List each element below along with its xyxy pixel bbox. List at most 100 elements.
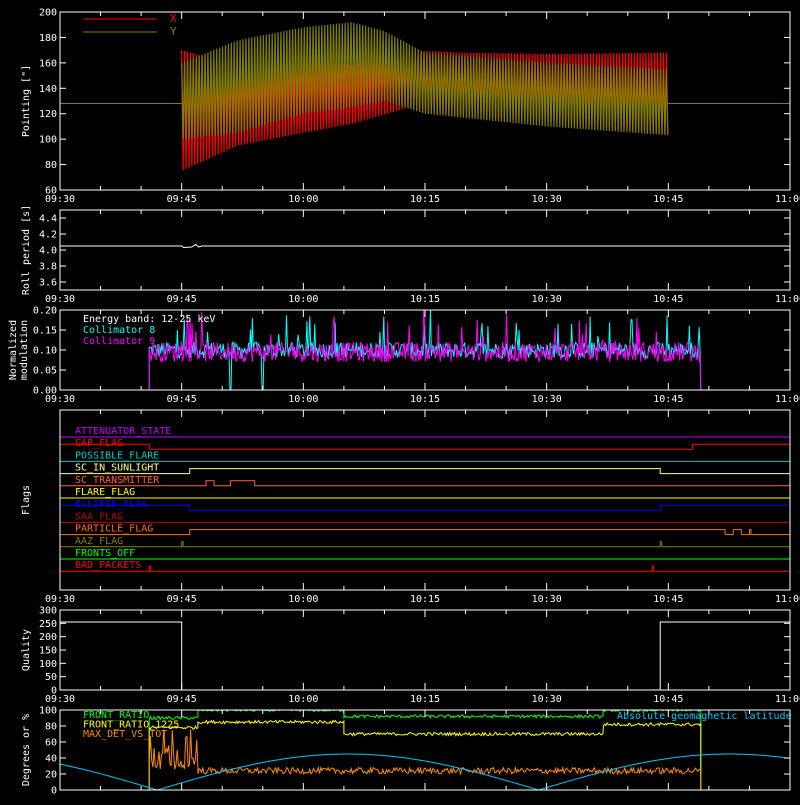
roll-y-tick-label: 4.0 [39, 246, 57, 257]
quality-time-tick-label: 10:30 [532, 694, 562, 705]
ratios-y-tick-label: 40 [45, 754, 57, 765]
quality-y-tick-label: 150 [39, 646, 57, 657]
pointing-y-tick-label: 60 [45, 186, 57, 197]
ratio-series-front-ratio-1225 [60, 719, 790, 791]
roll-period-line [60, 243, 790, 249]
quality-line [60, 621, 790, 691]
pointing-time-tick-label: 10:45 [653, 194, 683, 205]
roll-time-tick-label: 10:15 [410, 294, 440, 305]
pointing-time-tick-label: 09:45 [167, 194, 197, 205]
flag-label-sc-transmitter: SC_TRANSMITTER [75, 475, 160, 486]
flag-trace-particle-flag [60, 529, 790, 536]
ratios-y-tick-label: 80 [45, 722, 57, 733]
pointing-y-tick-label: 140 [39, 84, 57, 95]
pointing-time-tick-label: 10:30 [532, 194, 562, 205]
modulation-y-axis-label: Normalizedmodulation [8, 320, 30, 380]
modulation-legend-8: Collimator 8 [83, 325, 155, 336]
flag-trace-sc-in-sunlight [60, 468, 790, 475]
flag-label-saa-flag: SAA_FLAG [75, 511, 123, 522]
ratio-series-max-det-vs-tot [60, 729, 790, 791]
quality-y-tick-label: 300 [39, 606, 57, 617]
flag-label-attenuator-state: ATTENUATOR_STATE [75, 426, 171, 437]
quality-time-tick-label: 09:30 [45, 694, 75, 705]
modulation-series-9 [60, 309, 790, 391]
roll-time-tick-label: 09:30 [45, 294, 75, 305]
flag-trace-aaz-flag [60, 541, 790, 548]
flags-time-tick-label: 10:30 [532, 594, 562, 605]
modulation-y-label-line: Normalized [8, 320, 19, 380]
pointing-y-tick-label: 80 [45, 160, 57, 171]
flag-label-gap-flag: GAP_FLAG [75, 438, 123, 449]
flag-trace-sc-transmitter [60, 480, 790, 487]
modulation-y-tick-label: 0.10 [33, 346, 57, 357]
ratios-y-tick-label: 20 [45, 770, 57, 781]
quality-time-tick-label: 10:45 [653, 694, 683, 705]
flag-label-fronts-off: FRONTS_OFF [75, 548, 135, 559]
ratios-y-tick-label: 60 [45, 738, 57, 749]
pointing-time-tick-label: 10:15 [410, 194, 440, 205]
modulation-time-tick-label: 10:15 [410, 394, 440, 405]
ratios-y-tick-label: 100 [39, 706, 57, 717]
flags-time-tick-label: 09:30 [45, 594, 75, 605]
ratio-legend-front-ratio: FRONT_RATIO [83, 710, 149, 721]
modulation-time-tick-label: 10:30 [532, 394, 562, 405]
roll-y-axis-label: Roll period [s] [21, 205, 32, 295]
flags-time-tick-label: 10:15 [410, 594, 440, 605]
pointing-band-Y [181, 22, 669, 140]
roll-time-tick-label: 10:30 [532, 294, 562, 305]
modulation-y-tick-label: 0.05 [33, 366, 57, 377]
quality-y-tick-label: 250 [39, 619, 57, 630]
modulation-time-tick-label: 09:30 [45, 394, 75, 405]
flag-trace-eclipse-flag [59, 504, 791, 511]
pointing-y-tick-label: 180 [39, 33, 57, 44]
modulation-time-tick-label: 10:45 [653, 394, 683, 405]
roll-y-tick-label: 3.6 [39, 278, 57, 289]
pointing-y-axis-label: Pointing ["] [21, 65, 32, 137]
flag-trace-bad-packets [60, 565, 790, 572]
modulation-time-tick-label: 11:00 [775, 394, 800, 405]
legend-label-X: X [170, 12, 177, 25]
pointing-time-tick-label: 09:30 [45, 194, 75, 205]
modulation-time-tick-label: 10:00 [288, 394, 318, 405]
flag-label-flare-flag: FLARE_FLAG [75, 487, 135, 498]
pointing-time-tick-label: 10:00 [288, 194, 318, 205]
flag-label-eclipse-flag: ECLIPSE_FLAG [75, 499, 147, 510]
quality-y-tick-label: 100 [39, 659, 57, 670]
roll-time-tick-label: 10:45 [653, 294, 683, 305]
pointing-y-tick-label: 120 [39, 109, 57, 120]
flag-label-particle-flag: PARTICLE_FLAG [75, 524, 153, 535]
flag-trace-gap-flag [59, 443, 791, 450]
ratio-legend-front-ratio-1225: FRONT_RATIO_1225 [83, 720, 179, 731]
quality-time-tick-label: 10:15 [410, 694, 440, 705]
quality-time-tick-label: 11:00 [775, 694, 800, 705]
quality-time-tick-label: 10:00 [288, 694, 318, 705]
pointing-y-tick-label: 200 [39, 8, 57, 19]
pointing-y-tick-label: 160 [39, 58, 57, 69]
roll-time-tick-label: 09:45 [167, 294, 197, 305]
quality-time-tick-label: 09:45 [167, 694, 197, 705]
modulation-y-tick-label: 0.00 [33, 386, 57, 397]
ratio-series-absolute-geomagnetic-latitude [59, 753, 791, 791]
ratios-y-tick-label: 0 [51, 786, 57, 797]
legend-label-Y: Y [170, 25, 177, 38]
modulation-time-tick-label: 09:45 [167, 394, 197, 405]
modulation-legend-9: Collimator 9 [83, 336, 155, 347]
pointing-y-tick-label: 100 [39, 135, 57, 146]
quality-y-axis-label: Quality [21, 629, 32, 671]
quality-y-tick-label: 200 [39, 632, 57, 643]
ratios-y-axis-label: Degrees or % [21, 714, 32, 786]
flag-label-aaz-flag: AAZ_FLAG [75, 536, 123, 547]
ratio-legend-max-det-vs-tot: MAX_DET_VS_TOT [83, 729, 167, 740]
flags-y-axis-label: Flags [21, 485, 32, 515]
flags-time-tick-label: 11:00 [775, 594, 800, 605]
flag-label-sc-in-sunlight: SC_IN_SUNLIGHT [75, 463, 159, 474]
modulation-y-tick-label: 0.15 [33, 326, 57, 337]
roll-time-tick-label: 10:00 [288, 294, 318, 305]
energy-band-annotation: Energy band: 12-25 keV [83, 314, 215, 325]
roll-y-tick-label: 3.8 [39, 262, 57, 273]
pointing-time-tick-label: 11:00 [775, 194, 800, 205]
flag-label-bad-packets: BAD_PACKETS [75, 560, 141, 571]
modulation-y-tick-label: 0.20 [33, 306, 57, 317]
